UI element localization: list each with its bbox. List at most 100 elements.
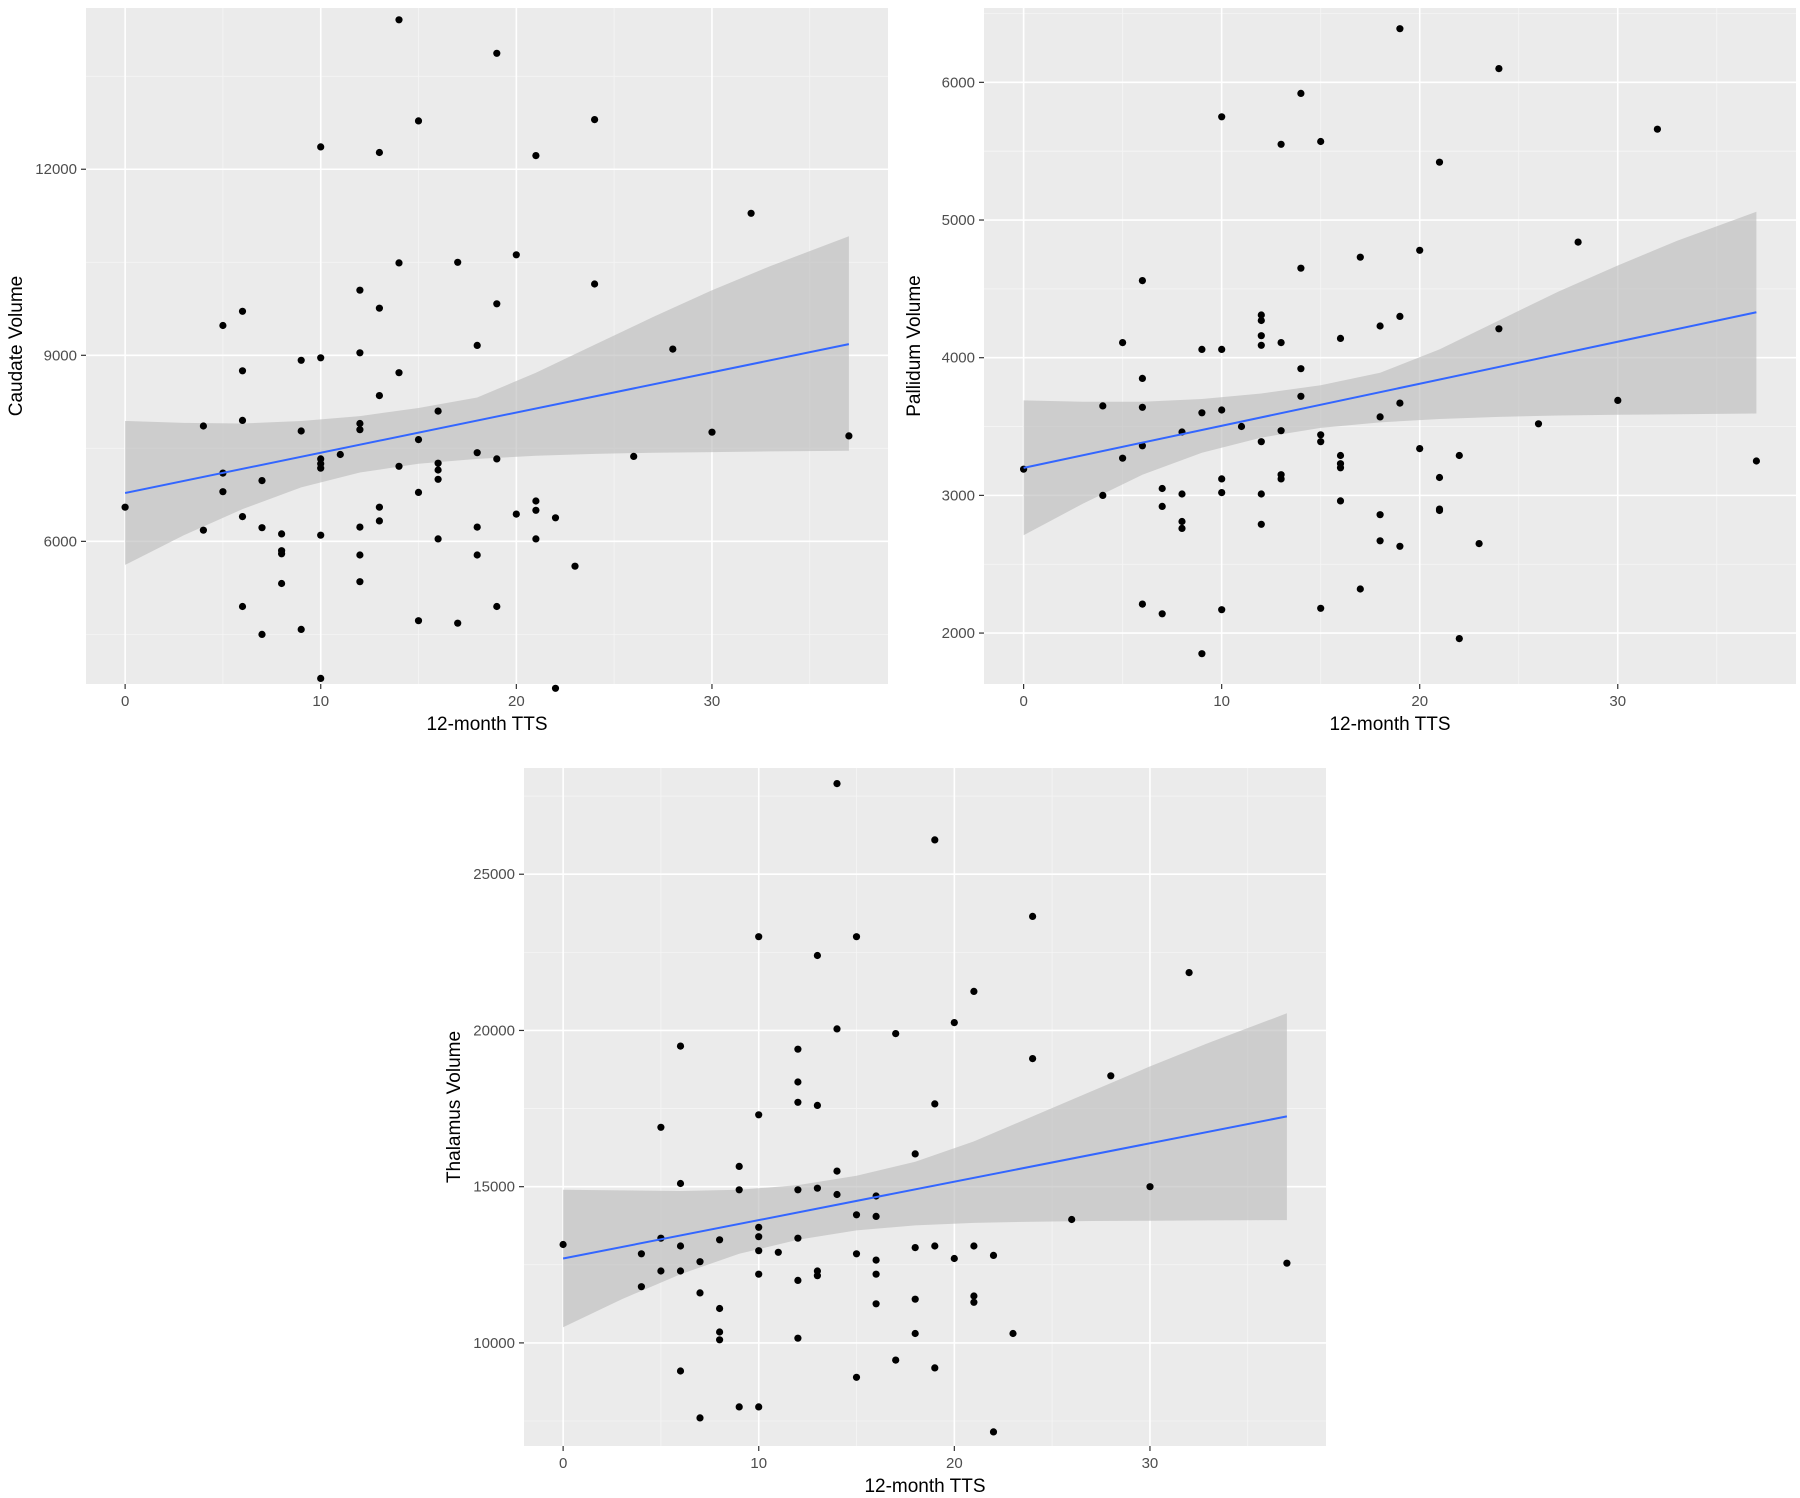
x-tick-label: 20 — [946, 1455, 963, 1472]
data-point — [1158, 502, 1166, 510]
data-point — [852, 933, 861, 941]
data-point — [1297, 264, 1305, 272]
data-point — [872, 1270, 880, 1278]
data-point — [1146, 1183, 1154, 1191]
data-point — [551, 684, 560, 692]
data-point — [676, 1367, 685, 1375]
data-point — [356, 426, 364, 434]
data-point — [1158, 484, 1166, 493]
data-point — [1218, 406, 1226, 414]
data-point — [1356, 585, 1364, 593]
data-point — [696, 1258, 704, 1266]
data-point — [833, 1025, 841, 1033]
data-point — [1257, 316, 1265, 325]
data-point — [258, 524, 266, 532]
y-tick-label: 10000 — [473, 1335, 515, 1352]
data-point — [1107, 1072, 1115, 1080]
data-point — [852, 1211, 861, 1219]
data-point — [1317, 438, 1325, 446]
data-point — [716, 1236, 724, 1244]
data-point — [454, 258, 462, 266]
confidence-band — [563, 1013, 1287, 1328]
data-point — [1283, 1259, 1291, 1267]
data-point — [1336, 451, 1345, 460]
data-point — [794, 1078, 802, 1086]
data-point — [755, 1247, 763, 1255]
data-point — [1099, 402, 1107, 410]
data-point — [755, 1233, 763, 1241]
data-point — [1574, 238, 1582, 246]
y-tick-label: 12000 — [35, 161, 77, 178]
data-point — [735, 1186, 743, 1194]
chart-panel-thalamus: 0 10 20 30 10000 15000 20000 25000 12-month TTS T… — [444, 768, 1326, 1497]
data-point — [1376, 511, 1384, 519]
data-point — [950, 1019, 958, 1027]
x-tick-label: 30 — [704, 693, 721, 710]
y-tick-label: 4000 — [942, 350, 975, 367]
data-point — [1257, 520, 1265, 528]
data-point — [356, 286, 364, 294]
data-point — [794, 1186, 802, 1194]
data-point — [1218, 475, 1226, 483]
data-point — [1376, 537, 1384, 545]
data-point — [852, 1373, 861, 1381]
data-point — [473, 449, 481, 457]
data-point — [630, 452, 638, 460]
data-point — [375, 503, 383, 511]
data-point — [1277, 475, 1285, 483]
data-point — [551, 514, 560, 522]
data-point — [872, 1300, 880, 1308]
data-point — [356, 419, 364, 428]
data-point — [454, 619, 462, 627]
data-point — [1068, 1215, 1076, 1224]
data-point — [637, 1283, 646, 1291]
data-point — [1138, 277, 1146, 285]
data-point — [657, 1267, 665, 1275]
data-point — [1317, 431, 1325, 439]
data-point — [716, 1328, 724, 1336]
data-point — [1317, 137, 1325, 146]
data-point — [297, 427, 305, 435]
data-point — [395, 462, 403, 470]
data-point — [774, 1248, 782, 1256]
data-point — [1614, 396, 1622, 404]
data-point — [1435, 506, 1444, 515]
x-axis-title: 12-month TTS — [426, 714, 547, 735]
data-point — [434, 475, 442, 483]
x-tick-label: 0 — [559, 1455, 567, 1472]
data-point — [493, 300, 501, 308]
data-point — [696, 1289, 704, 1297]
x-tick-label: 20 — [1411, 693, 1428, 710]
data-point — [931, 1364, 939, 1372]
data-point — [512, 251, 520, 259]
data-point — [219, 488, 227, 496]
data-point — [1257, 438, 1265, 446]
data-point — [676, 1267, 685, 1275]
data-point — [676, 1179, 685, 1188]
data-point — [532, 497, 540, 505]
data-point — [414, 436, 423, 444]
x-tick-label: 0 — [121, 693, 129, 710]
data-point — [375, 517, 383, 525]
data-point — [1257, 341, 1265, 349]
data-point — [1356, 253, 1364, 261]
data-point — [1218, 113, 1226, 121]
data-point — [238, 367, 247, 375]
data-point — [278, 550, 286, 558]
data-point — [1416, 246, 1424, 254]
data-point — [950, 1254, 958, 1263]
data-point — [833, 780, 841, 788]
y-axis-title: Caudate Volume — [6, 276, 27, 417]
data-point — [852, 1250, 861, 1258]
data-point — [532, 152, 540, 160]
data-point — [356, 523, 364, 531]
regression-line — [1023, 311, 1757, 469]
data-point — [1336, 497, 1345, 505]
data-point — [872, 1256, 880, 1264]
data-point — [1277, 427, 1285, 435]
data-point — [356, 349, 364, 357]
data-point — [1009, 1329, 1017, 1338]
data-point — [1198, 409, 1206, 417]
data-point — [813, 951, 822, 960]
data-point — [571, 562, 579, 570]
